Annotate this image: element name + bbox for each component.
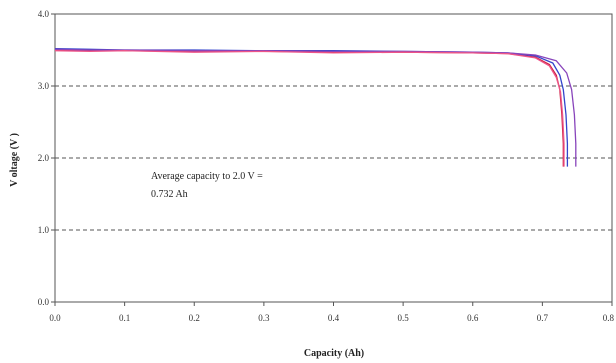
series-line-3 bbox=[54, 48, 577, 167]
x-tick-label-7: 0.7 bbox=[537, 313, 549, 323]
series-group bbox=[54, 47, 577, 167]
x-tick-label-3: 0.3 bbox=[258, 313, 270, 323]
x-tick-label-8: 0.8 bbox=[603, 313, 615, 323]
grid bbox=[55, 85, 612, 231]
y-axis-title: V oltage (V ) bbox=[9, 133, 20, 187]
x-tick-label-0: 0.0 bbox=[49, 313, 61, 323]
y-tick-label-0: 0.0 bbox=[38, 297, 50, 307]
x-tick-label-2: 0.2 bbox=[189, 313, 200, 323]
x-tick-label-6: 0.6 bbox=[467, 313, 479, 323]
series-line-1 bbox=[54, 49, 564, 167]
x-tick-label-4: 0.4 bbox=[328, 313, 340, 323]
x-axis-title: Capacity (Ah) bbox=[304, 348, 364, 359]
y-tick-label-2: 2.0 bbox=[38, 153, 50, 163]
y-tick-label-3: 3.0 bbox=[38, 81, 50, 91]
annotation-line-1: Average capacity to 2.0 V = bbox=[151, 171, 263, 182]
y-tick-label-4: 4.0 bbox=[38, 9, 50, 19]
series-line-2 bbox=[54, 47, 569, 167]
tick-labels: 0.0 1.0 2.0 3.0 4.0 0.0 0.1 0.2 0.3 0.4 0.5 0.6 0.7 0… bbox=[38, 9, 615, 323]
y-tick-label-1: 1.0 bbox=[38, 225, 50, 235]
x-tick-label-1: 0.1 bbox=[119, 313, 130, 323]
x-tick-label-5: 0.5 bbox=[398, 313, 410, 323]
series-line-4 bbox=[54, 50, 565, 167]
annotation-line-2: 0.732 Ah bbox=[151, 189, 188, 200]
